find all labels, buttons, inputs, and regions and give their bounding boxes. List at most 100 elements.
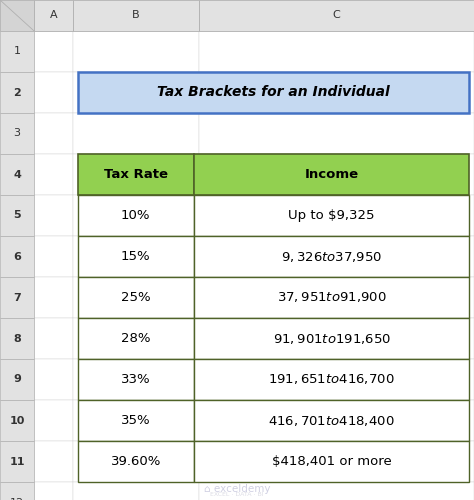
- Bar: [78, 72, 469, 113]
- Bar: [78, 236, 194, 277]
- Bar: [0, 154, 34, 195]
- Text: 7: 7: [13, 292, 21, 302]
- Bar: [73, 482, 199, 500]
- Text: 35%: 35%: [121, 414, 151, 427]
- Bar: [0, 236, 34, 277]
- Bar: [199, 31, 474, 72]
- Text: 9: 9: [13, 374, 21, 384]
- Bar: [0, 31, 34, 72]
- Bar: [78, 441, 194, 482]
- Text: $418,401 or more: $418,401 or more: [272, 455, 392, 468]
- Text: 15%: 15%: [121, 250, 151, 263]
- Bar: [34, 195, 73, 236]
- Text: Up to $9,325: Up to $9,325: [288, 209, 375, 222]
- Text: 10: 10: [9, 416, 25, 426]
- Bar: [194, 400, 469, 441]
- Bar: [0, 72, 34, 113]
- Text: $91,901 to $191,650: $91,901 to $191,650: [273, 332, 391, 345]
- Bar: [34, 482, 73, 500]
- Bar: [194, 195, 469, 236]
- Text: 4: 4: [13, 170, 21, 179]
- Text: $416,701 to $418,400: $416,701 to $418,400: [268, 414, 395, 428]
- Bar: [34, 0, 73, 31]
- Bar: [199, 482, 474, 500]
- Bar: [0, 0, 34, 31]
- Bar: [199, 113, 474, 154]
- Bar: [73, 277, 199, 318]
- Bar: [78, 318, 194, 359]
- Text: Tax Rate: Tax Rate: [104, 168, 168, 181]
- Bar: [0, 359, 34, 400]
- Bar: [78, 400, 194, 441]
- Bar: [34, 236, 73, 277]
- Bar: [73, 400, 199, 441]
- Bar: [199, 441, 474, 482]
- Bar: [73, 72, 199, 113]
- Bar: [34, 72, 73, 113]
- Text: 6: 6: [13, 252, 21, 262]
- Bar: [194, 441, 469, 482]
- Bar: [34, 154, 73, 195]
- Text: 2: 2: [13, 88, 21, 98]
- Bar: [34, 359, 73, 400]
- Bar: [34, 31, 73, 72]
- Bar: [73, 318, 199, 359]
- Bar: [78, 359, 194, 400]
- Text: 8: 8: [13, 334, 21, 344]
- Bar: [0, 277, 34, 318]
- Text: 28%: 28%: [121, 332, 151, 345]
- Bar: [73, 0, 199, 31]
- Text: 3: 3: [14, 128, 20, 138]
- Text: $9,326 to $37,950: $9,326 to $37,950: [281, 250, 382, 264]
- Bar: [0, 482, 34, 500]
- Bar: [194, 236, 469, 277]
- Bar: [73, 195, 199, 236]
- Text: B: B: [132, 10, 140, 20]
- Text: EXCEL · DATA · BI: EXCEL · DATA · BI: [210, 492, 264, 498]
- Bar: [78, 277, 194, 318]
- Bar: [78, 154, 194, 195]
- Bar: [199, 359, 474, 400]
- Text: 10%: 10%: [121, 209, 151, 222]
- Text: 12: 12: [10, 498, 24, 500]
- Bar: [199, 400, 474, 441]
- Text: $37,951 to $91,900: $37,951 to $91,900: [277, 290, 386, 304]
- Bar: [73, 113, 199, 154]
- Text: 11: 11: [9, 456, 25, 466]
- Text: 25%: 25%: [121, 291, 151, 304]
- Bar: [199, 277, 474, 318]
- Text: C: C: [332, 10, 340, 20]
- Bar: [73, 31, 199, 72]
- Text: Tax Brackets for an Individual: Tax Brackets for an Individual: [157, 86, 390, 100]
- Bar: [78, 195, 194, 236]
- Bar: [199, 72, 474, 113]
- Bar: [199, 195, 474, 236]
- Bar: [0, 441, 34, 482]
- Bar: [0, 113, 34, 154]
- Bar: [73, 359, 199, 400]
- Bar: [0, 400, 34, 441]
- Bar: [199, 0, 474, 31]
- Bar: [34, 318, 73, 359]
- Text: 5: 5: [13, 210, 21, 220]
- Bar: [34, 113, 73, 154]
- Text: 39.60%: 39.60%: [110, 455, 161, 468]
- Bar: [73, 441, 199, 482]
- Text: Income: Income: [304, 168, 359, 181]
- Bar: [199, 236, 474, 277]
- Bar: [73, 236, 199, 277]
- Bar: [199, 318, 474, 359]
- Bar: [194, 318, 469, 359]
- Bar: [34, 400, 73, 441]
- Bar: [34, 277, 73, 318]
- Text: 33%: 33%: [121, 373, 151, 386]
- Bar: [73, 154, 199, 195]
- Bar: [199, 154, 474, 195]
- Bar: [194, 359, 469, 400]
- Bar: [194, 277, 469, 318]
- Bar: [0, 318, 34, 359]
- Text: ⌂ exceldemy: ⌂ exceldemy: [204, 484, 270, 494]
- Bar: [0, 195, 34, 236]
- Bar: [194, 154, 469, 195]
- Text: $191,651 to $416,700: $191,651 to $416,700: [268, 372, 395, 386]
